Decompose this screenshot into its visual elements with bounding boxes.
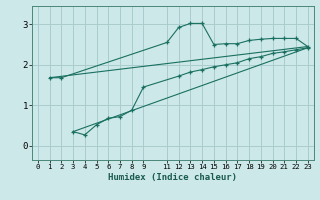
X-axis label: Humidex (Indice chaleur): Humidex (Indice chaleur)	[108, 173, 237, 182]
